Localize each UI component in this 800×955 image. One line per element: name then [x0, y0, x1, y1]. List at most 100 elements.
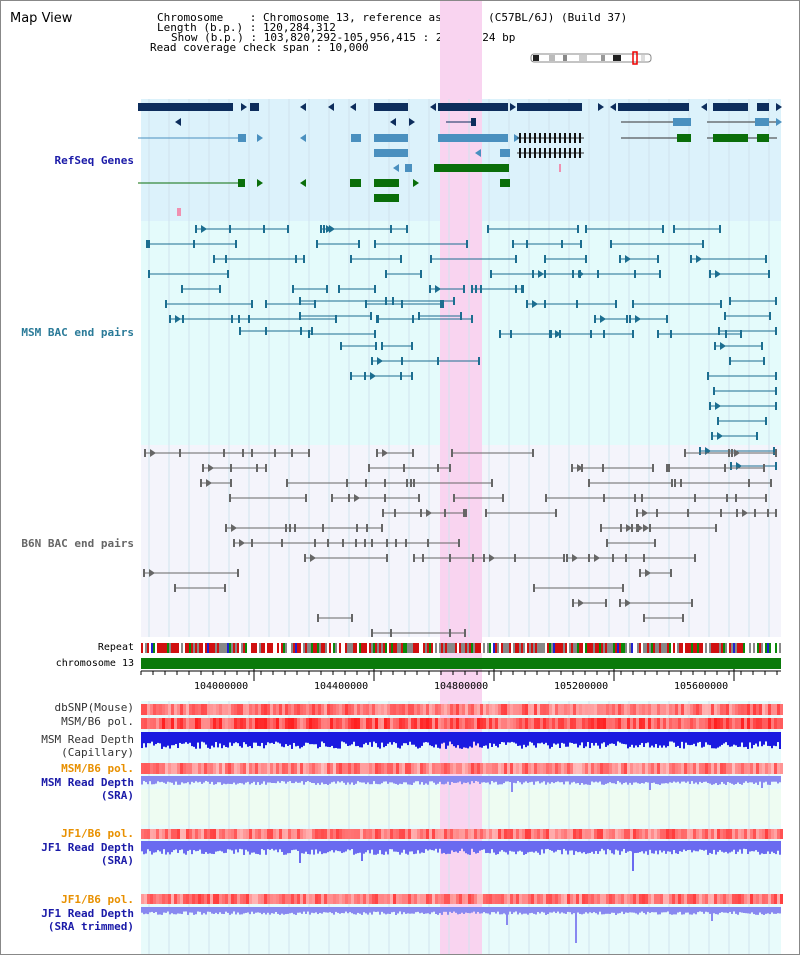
bac-end-mark [165, 300, 167, 308]
repeat-block [343, 643, 345, 653]
depth-bar [499, 732, 501, 745]
track-label-jf1-depth-trimmed[interactable]: JF1 Read Depth [41, 907, 134, 920]
heat-cell [258, 704, 261, 715]
heat-cell [657, 763, 660, 774]
heat-cell [705, 829, 708, 839]
depth-bar [297, 841, 299, 852]
depth-bar [519, 841, 521, 851]
depth-bar [539, 732, 541, 744]
heat-cell [441, 763, 444, 774]
depth-bar [159, 732, 161, 744]
depth-bar [173, 732, 175, 746]
depth-bar [175, 732, 177, 744]
heat-cell [441, 829, 444, 839]
repeat-block [745, 643, 747, 653]
heat-cell [723, 763, 726, 774]
repeat-block [621, 643, 623, 653]
depth-bar [311, 841, 313, 850]
depth-bar [495, 907, 497, 914]
heat-cell [732, 718, 735, 729]
heat-cell [249, 704, 252, 715]
track-label-msm-b6-pol-sra[interactable]: MSM/B6 pol. [61, 762, 134, 775]
track-label-msm-depth-sra[interactable]: MSM Read Depth [41, 776, 134, 789]
bac-end-mark [619, 599, 621, 607]
repeat-block [331, 643, 333, 653]
repeat-block [359, 643, 361, 653]
depth-bar [645, 776, 647, 783]
repeat-block [299, 643, 301, 653]
depth-bar [281, 732, 283, 747]
depth-bar [577, 776, 579, 784]
depth-bar [171, 841, 173, 853]
depth-bar [533, 776, 535, 785]
bac-end-mark [580, 240, 582, 248]
coverage-info: Read coverage check span : 10,000 [150, 41, 369, 54]
heat-cell [426, 718, 429, 729]
track-label-msm-bac[interactable]: MSM BAC end pairs [21, 326, 134, 339]
heat-cell [396, 829, 399, 839]
heat-cell [588, 718, 591, 729]
depth-bar [363, 841, 365, 854]
depth-bar [143, 732, 145, 744]
depth-bar [173, 841, 175, 851]
repeat-block [439, 643, 441, 653]
repeat-block [521, 643, 523, 653]
depth-bar [525, 776, 527, 782]
heat-cell [402, 894, 405, 904]
depth-bar [397, 732, 399, 748]
track-label-jf1-depth-sra[interactable]: JF1 Read Depth [41, 841, 134, 854]
heat-cell [696, 763, 699, 774]
depth-bar [727, 732, 729, 746]
track-label-msm-depth-capillary[interactable]: MSM Read Depth [41, 733, 134, 746]
track-label-dbsnp[interactable]: dbSNP(Mouse) [54, 701, 134, 714]
gene-exon [713, 103, 748, 111]
depth-bar [313, 907, 315, 914]
repeat-block [567, 643, 569, 653]
repeat-block [623, 643, 625, 653]
strand-arrow [370, 372, 376, 380]
depth-bar [323, 841, 325, 854]
depth-bar [491, 732, 493, 747]
depth-bar [599, 841, 601, 852]
heat-cell [591, 704, 594, 715]
heat-cell [756, 894, 759, 904]
depth-bar [573, 907, 575, 914]
track-label-refseq[interactable]: RefSeq Genes [54, 154, 134, 167]
bac-end-mark [453, 494, 455, 502]
depth-bar [443, 907, 445, 912]
depth-bar [557, 776, 559, 782]
track-label-jf1-b6-pol-trimmed[interactable]: JF1/B6 pol. [61, 893, 134, 906]
depth-bar [425, 907, 427, 914]
bac-end-mark [485, 509, 487, 517]
depth-bar [289, 732, 291, 745]
depth-bar [589, 732, 591, 749]
bac-end-mark [265, 327, 267, 335]
depth-bar [683, 776, 685, 782]
heat-cell [771, 829, 774, 839]
heat-cell [651, 763, 654, 774]
depth-bar [709, 841, 711, 853]
depth-bar [727, 776, 729, 782]
depth-bar [293, 732, 295, 743]
heat-cell [243, 704, 246, 715]
track-label-b6n-bac[interactable]: B6N BAC end pairs [21, 537, 134, 550]
depth-bar [309, 732, 311, 745]
repeat-block [313, 643, 315, 653]
heat-cell [708, 704, 711, 715]
depth-bar [307, 732, 309, 743]
depth-bar [571, 732, 573, 743]
repeat-block [411, 643, 413, 653]
depth-bar [747, 776, 749, 783]
heat-cell [318, 718, 321, 729]
depth-bar [191, 776, 193, 782]
heat-cell [615, 718, 618, 729]
depth-bar [675, 776, 677, 783]
depth-bar [385, 907, 387, 915]
depth-bar [697, 732, 699, 743]
track-label-msm-b6-pol[interactable]: MSM/B6 pol. [61, 715, 134, 728]
track-label-jf1-b6-pol[interactable]: JF1/B6 pol. [61, 827, 134, 840]
depth-bar [693, 841, 695, 851]
heat-cell [453, 829, 456, 839]
depth-bar [649, 732, 651, 748]
depth-bar [429, 732, 431, 746]
